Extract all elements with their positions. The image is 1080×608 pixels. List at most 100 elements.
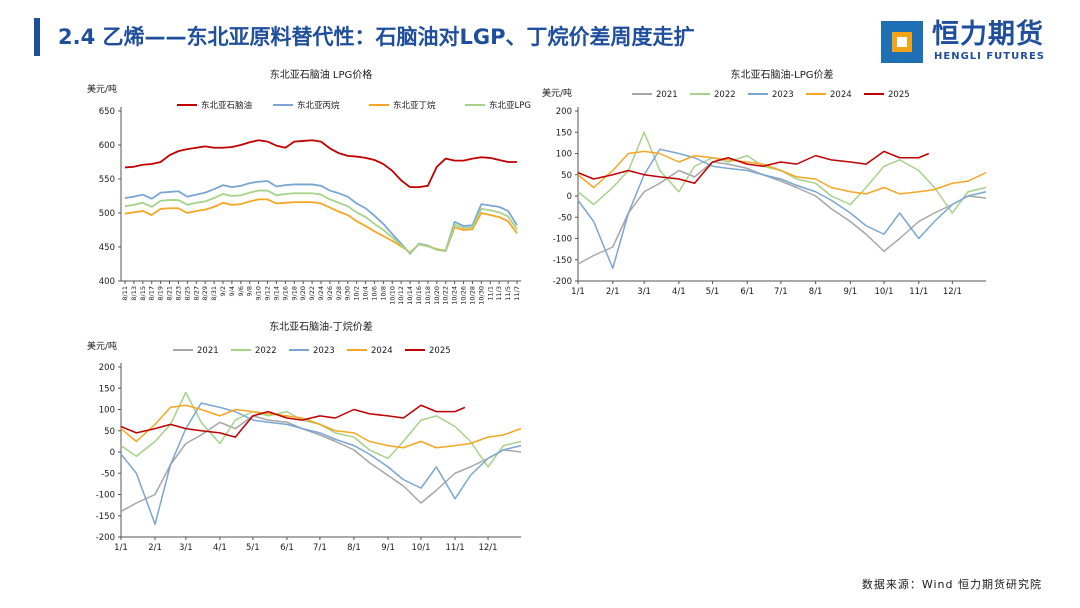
x-tick-label: 11/3 (495, 286, 503, 301)
legend-label-3: 东北亚LPG (489, 100, 531, 111)
y-tick-label: 400 (99, 277, 115, 287)
company-logo: 恒力期货 HENGLI FUTURES (880, 18, 1060, 66)
legend-label-2: 东北亚丁烷 (393, 100, 436, 111)
x-tick-label: 8/31 (210, 286, 218, 301)
legend-label-0: 2021 (197, 346, 219, 356)
x-tick-label: 9/10 (255, 286, 263, 301)
series-line-0 (120, 415, 522, 513)
series-line-2 (120, 402, 522, 525)
series-line-4 (120, 404, 466, 438)
x-tick-label: 10/1 (411, 543, 430, 553)
x-tick-label: 4/1 (213, 543, 227, 553)
x-tick-label: 10/30 (477, 286, 485, 305)
price-chart: 东北亚石脑油 LPG价格美元/吨东北亚石脑油 东北亚丙烷 东北亚丁烷 东北亚LPG 40… (85, 62, 535, 307)
x-tick-label: 2/1 (606, 287, 620, 297)
y-tick-label: 200 (556, 107, 572, 117)
x-tick-label: 10/10 (388, 286, 396, 305)
x-tick-label: 9/12 (264, 286, 272, 301)
legend-label-2: 2023 (313, 346, 335, 356)
legend-label-4: 2025 (888, 90, 910, 100)
lpg-spread-chart: 东北亚石脑油-LPG价差 美元/吨 2021 2022 2023 2024 2025 -200… (540, 62, 1000, 307)
series-line-2 (577, 148, 987, 269)
x-tick-label: 8/11 (121, 286, 129, 301)
x-tick-label: 10/2 (353, 286, 361, 301)
x-tick-label: 7/1 (313, 543, 327, 553)
legend: 2021 2022 2023 2024 2025 (632, 90, 910, 100)
butane-spread-chart: 东北亚石脑油-丁烷价差 美元/吨 2021 2022 2023 2024 2025 -200 -… (85, 318, 535, 558)
y-tick-label: -200 (553, 277, 572, 287)
series-line-3 (120, 404, 522, 449)
title-accent-bar (34, 18, 40, 56)
hengli-logo-icon (881, 21, 923, 63)
x-tick-label: 11/5 (504, 286, 512, 301)
logo-subtext: HENGLI FUTURES (934, 51, 1045, 62)
y-tick-label: -100 (553, 235, 572, 245)
chart-title: 东北亚石脑油 LPG价格 (270, 68, 373, 81)
x-tick-label: 8/1 (809, 287, 823, 297)
y-tick-label: 100 (556, 150, 572, 160)
legend: 2021 2022 2023 2024 2025 (173, 346, 451, 356)
y-tick-label: -150 (96, 512, 115, 522)
y-tick-label: 150 (99, 384, 115, 394)
x-tick-label: 10/28 (468, 286, 476, 305)
x-tick-label: 9/8 (246, 286, 254, 296)
x-tick-label: 9/18 (290, 286, 298, 301)
x-tick-label: 1/1 (114, 543, 128, 553)
x-tick-label: 10/20 (433, 286, 441, 305)
x-tick-label: 9/26 (326, 286, 334, 301)
legend-label-2: 2023 (772, 90, 794, 100)
series-line-3 (577, 150, 987, 195)
x-tick-label: 8/1 (347, 543, 361, 553)
x-tick-label: 9/14 (272, 286, 280, 301)
x-tick-label: 9/22 (308, 286, 316, 301)
y-tick-label: 450 (99, 243, 115, 253)
x-tick-label: 7/1 (774, 287, 788, 297)
series-line-1 (120, 391, 522, 468)
x-tick-label: 5/1 (706, 287, 720, 297)
x-tick-label: 6/1 (280, 543, 294, 553)
x-tick-label: 3/1 (637, 287, 651, 297)
x-tick-label: 9/30 (344, 286, 352, 301)
x-tick-label: 5/1 (246, 543, 260, 553)
legend-label-1: 2022 (255, 346, 277, 356)
series-line-1 (124, 180, 518, 255)
x-tick-label: 8/27 (192, 286, 200, 301)
legend: 东北亚石脑油 东北亚丙烷 东北亚丁烷 东北亚LPG (177, 100, 531, 111)
x-tick-label: 8/17 (148, 286, 156, 301)
x-tick-label: 2/1 (148, 543, 162, 553)
x-tick-label: 10/8 (379, 286, 387, 301)
legend-label-1: 东北亚丙烷 (297, 100, 340, 111)
x-tick-label: 10/1 (874, 287, 893, 297)
x-tick-label: 3/1 (179, 543, 193, 553)
series-line-0 (124, 139, 517, 189)
legend-label-0: 东北亚石脑油 (201, 100, 252, 111)
x-tick-label: 9/6 (237, 286, 245, 296)
y-tick-label: -50 (101, 469, 115, 479)
x-tick-label: 9/20 (299, 286, 307, 301)
y-tick-label: 200 (99, 363, 115, 373)
logo-text: 恒力期货 (932, 19, 1044, 50)
x-tick-label: 10/18 (424, 286, 432, 305)
x-tick-label: 10/6 (370, 286, 378, 301)
y-tick-label: 50 (561, 171, 572, 181)
legend-label-4: 2025 (429, 346, 451, 356)
x-tick-label: 11/1 (486, 286, 494, 301)
y-tick-label: 150 (556, 128, 572, 138)
x-tick-label: 8/29 (201, 286, 209, 301)
x-tick-label: 10/16 (415, 286, 423, 305)
slide-header: 2.4 乙烯——东北亚原料替代性：石脑油对LGP、丁烷价差周度走扩 恒力期货 H… (0, 0, 1080, 66)
y-axis-label: 美元/吨 (87, 83, 117, 95)
x-tick-label: 9/24 (317, 286, 325, 301)
x-tick-label: 6/1 (740, 287, 754, 297)
x-tick-label: 8/23 (174, 286, 182, 301)
x-tick-label: 8/21 (166, 286, 174, 301)
x-tick-label: 9/2 (219, 286, 227, 296)
x-tick-label: 11/1 (446, 543, 465, 553)
chart-title: 东北亚石脑油-丁烷价差 (269, 320, 373, 333)
series-line-3 (124, 189, 518, 255)
chart-title: 东北亚石脑油-LPG价差 (731, 68, 834, 81)
legend-label-1: 2022 (714, 90, 736, 100)
x-tick-label: 9/28 (335, 286, 343, 301)
slide-title: 2.4 乙烯——东北亚原料替代性：石脑油对LGP、丁烷价差周度走扩 (58, 25, 695, 49)
y-axis-label: 美元/吨 (542, 87, 572, 99)
